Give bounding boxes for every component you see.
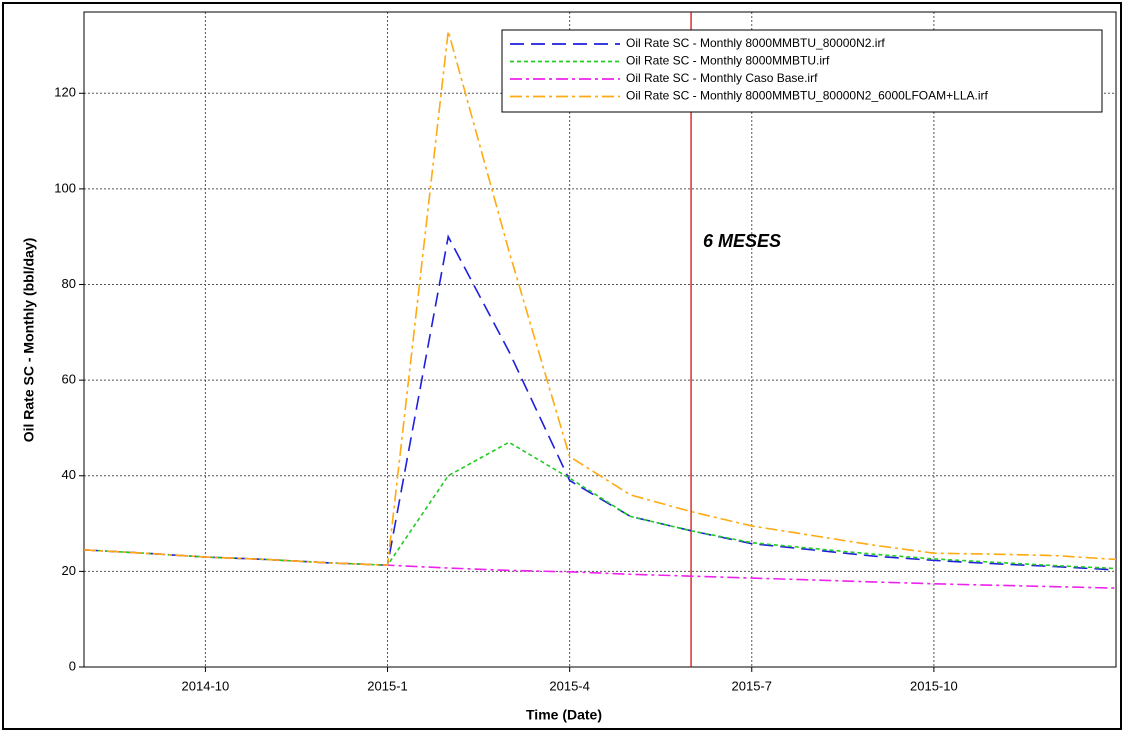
x-tick-label: 2015-10: [910, 678, 958, 693]
y-tick-label: 40: [62, 467, 76, 482]
y-tick-label: 0: [69, 658, 76, 673]
x-tick-label: 2015-1: [367, 678, 407, 693]
y-tick-label: 80: [62, 276, 76, 291]
x-tick-label: 2015-7: [732, 678, 772, 693]
y-tick-label: 100: [54, 180, 76, 195]
series-line: [83, 30, 1117, 566]
legend-label: Oil Rate SC - Monthly 8000MMBTU_80000N2.…: [626, 36, 885, 50]
y-tick-label: 20: [62, 563, 76, 578]
y-axis-label: Oil Rate SC - Monthly (bbl/day): [21, 238, 37, 443]
legend-label: Oil Rate SC - Monthly Caso Base.irf: [626, 71, 818, 85]
y-tick-label: 60: [62, 372, 76, 387]
x-axis-label: Time (Date): [526, 707, 602, 723]
legend-label: Oil Rate SC - Monthly 8000MMBTU_80000N2_…: [626, 89, 989, 103]
series-line: [83, 441, 1117, 570]
x-tick-label: 2015-4: [549, 678, 589, 693]
annotation: 6 MESES: [703, 231, 781, 251]
legend-label: Oil Rate SC - Monthly 8000MMBTU.irf: [626, 54, 830, 68]
plot-area: [83, 11, 1117, 668]
y-tick-label: 120: [54, 85, 76, 100]
x-tick-label: 2014-10: [182, 678, 230, 693]
